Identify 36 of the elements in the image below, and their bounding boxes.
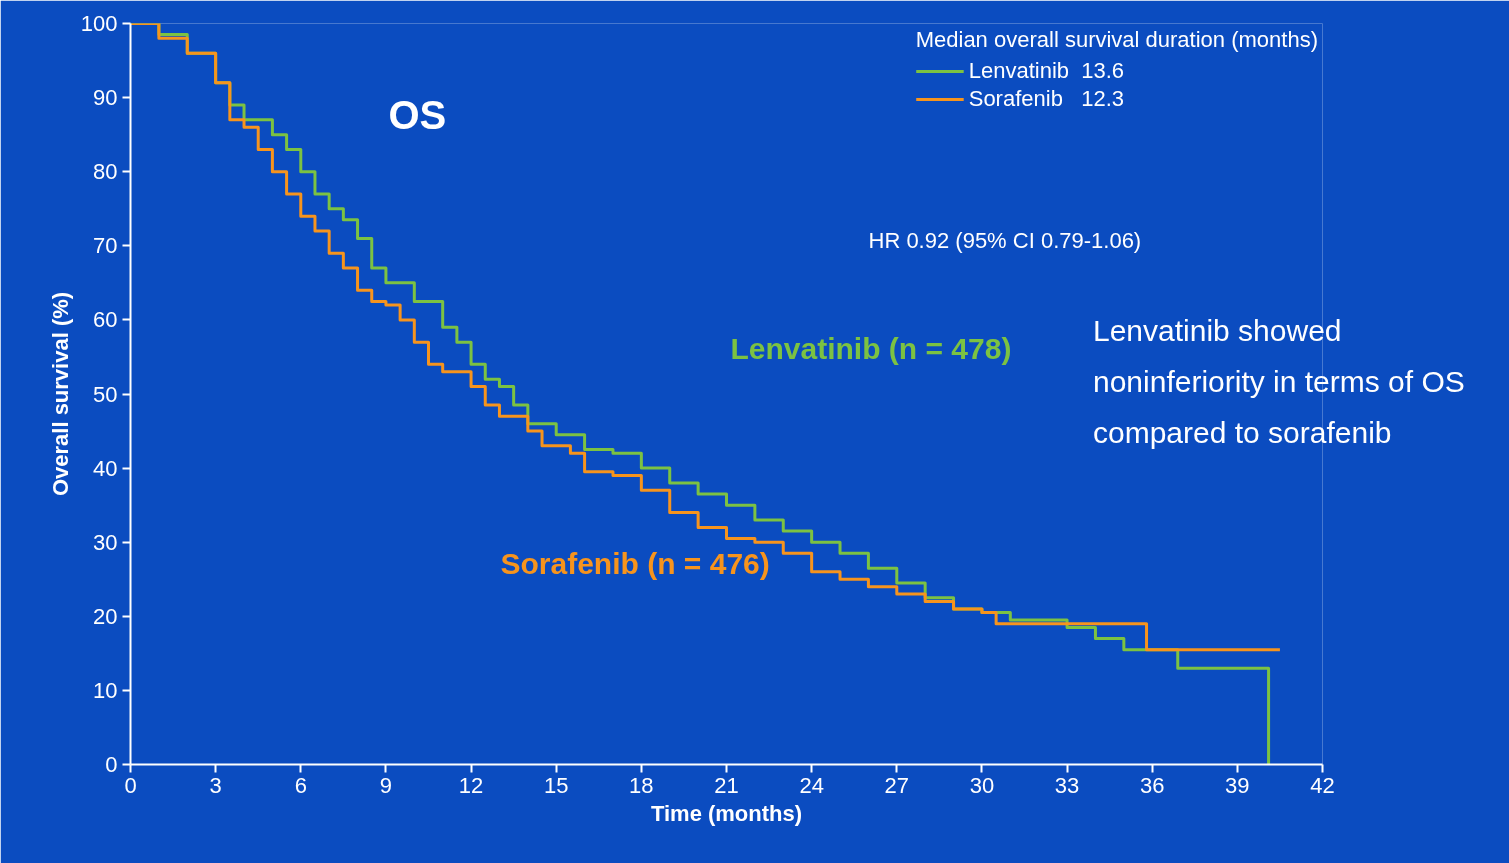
y-tick-label: 10 bbox=[93, 677, 118, 703]
x-tick-label: 30 bbox=[969, 772, 995, 798]
x-tick-label: 24 bbox=[799, 772, 824, 798]
x-tick-label: 33 bbox=[1054, 772, 1080, 798]
y-tick-label: 20 bbox=[93, 603, 118, 629]
x-axis-title: Time (months) bbox=[650, 800, 803, 826]
y-tick-label: 100 bbox=[80, 11, 118, 36]
annotation: HR 0.92 (95% CI 0.79-1.06) bbox=[868, 227, 1142, 253]
x-tick-label: 42 bbox=[1310, 772, 1335, 798]
y-tick-label: 70 bbox=[93, 233, 118, 259]
annotation: Lenvatinib (n = 478) bbox=[730, 331, 1012, 365]
x-tick-label: 21 bbox=[714, 772, 739, 798]
annotation: OS bbox=[388, 92, 447, 137]
y-tick-label: 80 bbox=[93, 159, 118, 185]
x-tick-label: 12 bbox=[458, 772, 484, 798]
x-tick-label: 39 bbox=[1225, 772, 1250, 798]
x-tick-label: 18 bbox=[629, 772, 654, 798]
legend-label: Lenvatinib 13.6 bbox=[968, 58, 1125, 84]
x-tick-label: 15 bbox=[543, 772, 569, 798]
y-tick-label: 50 bbox=[93, 381, 118, 407]
legend-title: Median overall survival duration (months) bbox=[915, 27, 1318, 53]
y-tick-label: 0 bbox=[105, 752, 118, 777]
y-tick-label: 40 bbox=[93, 455, 118, 481]
legend-label: Sorafenib 12.3 bbox=[968, 86, 1125, 112]
x-tick-label: 3 bbox=[209, 772, 222, 798]
y-tick-label: 30 bbox=[93, 529, 118, 555]
x-tick-label: 9 bbox=[379, 772, 393, 798]
x-tick-label: 36 bbox=[1139, 772, 1165, 798]
annotation: Sorafenib (n = 476) bbox=[500, 546, 770, 580]
y-axis-title: Overall survival (%) bbox=[47, 291, 73, 497]
y-tick-label: 60 bbox=[93, 307, 118, 333]
y-tick-label: 90 bbox=[93, 85, 118, 111]
x-tick-label: 6 bbox=[294, 772, 307, 798]
annotation: Lenvatinib showed noninferiority in terms of OS compared to sorafenib bbox=[1093, 313, 1466, 451]
x-tick-label: 27 bbox=[884, 772, 910, 798]
x-tick-label: 0 bbox=[124, 772, 137, 798]
